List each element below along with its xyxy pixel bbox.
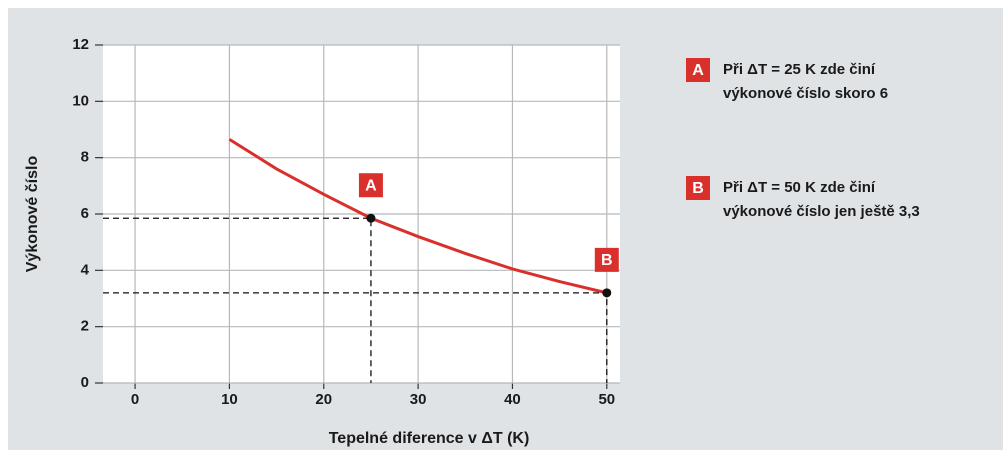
y-tick-label: 6 [81, 205, 89, 222]
y-tick-label: 12 [72, 36, 89, 53]
y-tick-label: 0 [81, 374, 89, 391]
legend-label: A [692, 62, 704, 79]
x-axis-label: Tepelné diference v ΔT (K) [329, 430, 530, 447]
marker-label: B [601, 252, 613, 269]
x-tick-label: 30 [410, 391, 427, 408]
annotation-text: Při ΔT = 25 K zde činí [723, 61, 876, 78]
y-tick-label: 4 [81, 261, 90, 278]
annotation-point [366, 213, 376, 223]
annotation-text: výkonové číslo skoro 6 [723, 85, 888, 102]
y-tick-label: 10 [72, 92, 89, 109]
y-tick-label: 8 [81, 149, 89, 166]
y-axis-label: Výkonové číslo [24, 156, 41, 273]
legend-box [686, 176, 710, 200]
legend-box [686, 58, 710, 82]
legend-label: B [692, 180, 704, 197]
x-tick-label: 20 [315, 391, 332, 408]
marker-box [358, 173, 383, 198]
x-tick-label: 0 [131, 391, 139, 408]
data-line [228, 138, 608, 295]
annotation-point [602, 288, 612, 298]
annotation-text: výkonové číslo jen ještě 3,3 [723, 203, 920, 220]
marker-box [594, 247, 619, 272]
annotation-text: Při ΔT = 50 K zde činí [723, 179, 876, 196]
y-tick-label: 2 [81, 318, 89, 335]
marker-label: A [365, 177, 377, 194]
x-tick-label: 10 [221, 391, 238, 408]
x-tick-label: 40 [504, 391, 521, 408]
x-tick-label: 50 [598, 391, 615, 408]
